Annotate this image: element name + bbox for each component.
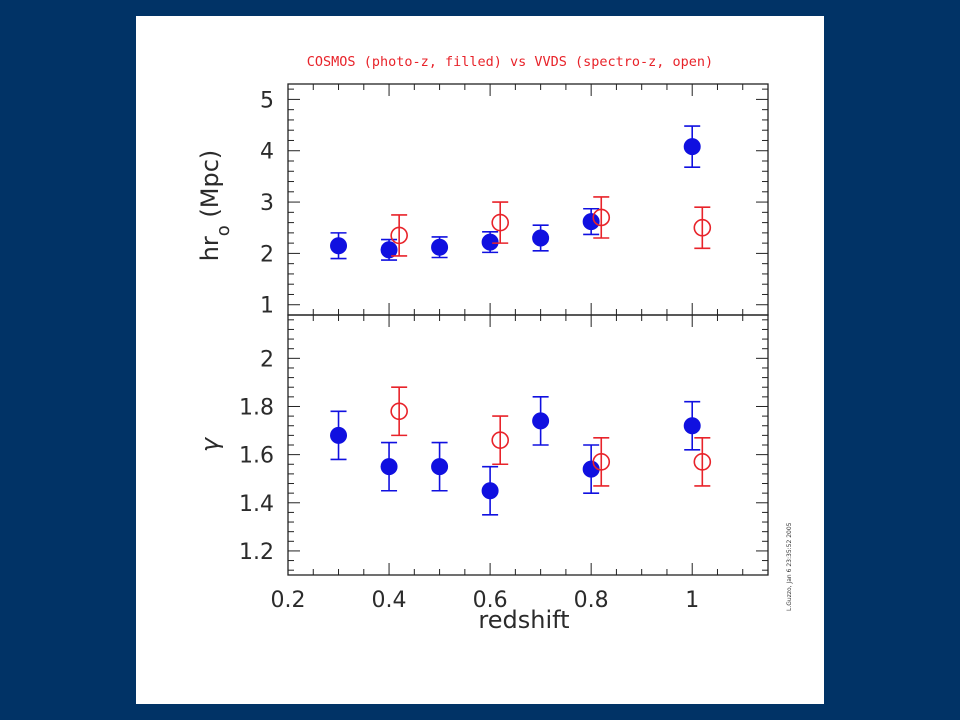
marker-filled [532, 412, 550, 430]
marker-open [491, 431, 510, 449]
gamma-open-point [592, 436, 611, 487]
marker-filled [481, 482, 499, 500]
hr0-ytick-label: 4 [260, 140, 274, 165]
gamma-filled-point [683, 400, 701, 451]
x-tick-label: 0.4 [372, 588, 407, 613]
gamma-ytick-label: 1.6 [239, 444, 274, 469]
x-axis-title: redshift [478, 606, 569, 634]
gamma-filled-point [330, 410, 348, 461]
x-tick-label: 1 [685, 588, 699, 613]
chart-title: COSMOS (photo-z, filled) vs VVDS (spectr… [307, 54, 713, 70]
hr0-filled-point [380, 238, 398, 261]
gamma-filled-point [481, 465, 499, 516]
hr0-ylabel-unit: (Mpc) [196, 150, 224, 226]
marker-filled [330, 426, 348, 444]
marker-filled [683, 138, 701, 156]
marker-open [390, 226, 408, 245]
gamma-frame [287, 314, 769, 576]
x-tick-label: 0.8 [574, 588, 609, 613]
marker-filled [380, 241, 398, 259]
hr0-filled-point [431, 236, 449, 259]
hr0-frame [287, 83, 769, 316]
marker-filled [330, 237, 348, 255]
hr0-open-point [592, 196, 611, 239]
hr0-filled-point [532, 224, 550, 252]
marker-open [592, 453, 611, 471]
gamma-open-point [491, 415, 510, 466]
timestamp-note: L.Guzzo, Jan 6 23:35:52 2005 [786, 522, 793, 611]
hr0-filled-point [683, 125, 701, 168]
gamma-filled-point [582, 444, 600, 494]
marker-filled [683, 417, 701, 435]
marker-filled [431, 238, 449, 256]
marker-open [390, 402, 408, 421]
hr0-ytick-label: 3 [260, 191, 274, 216]
marker-filled [532, 229, 550, 247]
hr0-ylabel-subscript: o [213, 225, 234, 236]
gamma-filled-point [380, 441, 398, 492]
gamma-filled-point [532, 396, 550, 446]
marker-filled [481, 233, 499, 251]
hr0-filled-point [582, 207, 600, 236]
hr0-open-point [390, 214, 408, 257]
hr0-open-point [693, 206, 712, 250]
hr0-ylabel: hro (Mpc) [196, 150, 234, 262]
gamma-ytick-label: 1.2 [239, 540, 274, 565]
x-tick-label: 0.2 [271, 588, 306, 613]
gamma-ylabel: γ [196, 436, 224, 452]
marker-open [693, 218, 712, 237]
gamma-open-point [390, 386, 408, 437]
hr0-ytick-label: 2 [260, 242, 274, 267]
marker-open [592, 208, 611, 227]
marker-open [491, 213, 510, 232]
hr0-open-point [491, 201, 510, 244]
gamma-ytick-label: 2 [260, 347, 274, 372]
marker-filled [431, 458, 449, 476]
gamma-ytick-label: 1.4 [239, 492, 274, 517]
gamma-ytick-label: 1.8 [239, 395, 274, 420]
chart-svg: COSMOS (photo-z, filled) vs VVDS (spectr… [196, 54, 793, 634]
gamma-filled-point [431, 441, 449, 492]
hr0-ytick-label: 1 [260, 294, 274, 319]
marker-open [693, 453, 712, 471]
figure-panel: COSMOS (photo-z, filled) vs VVDS (spectr… [136, 16, 824, 704]
hr0-filled-point [330, 232, 348, 260]
hr0-ytick-label: 5 [260, 88, 274, 113]
x-tick-label: 0.6 [473, 588, 508, 613]
hr0-filled-point [481, 231, 499, 254]
hr0-ylabel-main: hr [196, 236, 224, 261]
marker-filled [380, 458, 398, 476]
marker-filled [582, 213, 600, 231]
gamma-open-point [693, 436, 712, 487]
